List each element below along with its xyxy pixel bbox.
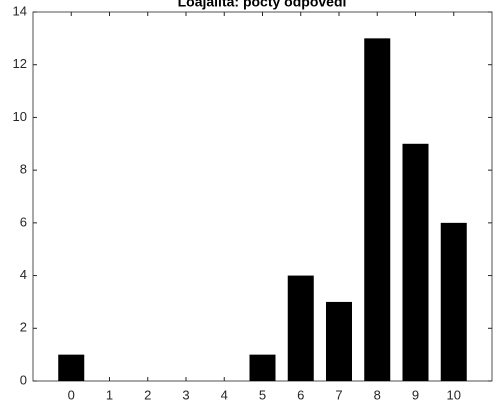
y-tick-label: 0 — [20, 372, 27, 387]
x-tick-label: 10 — [447, 387, 461, 402]
x-tick-label: 0 — [68, 387, 75, 402]
y-tick-label: 12 — [13, 56, 27, 71]
x-tick-label: 2 — [144, 387, 151, 402]
bar — [58, 354, 85, 381]
x-tick-label: 9 — [412, 387, 419, 402]
x-tick-label: 7 — [335, 387, 342, 402]
x-tick-label: 5 — [259, 387, 266, 402]
bar — [402, 143, 429, 381]
bar — [249, 354, 276, 381]
bar — [440, 222, 467, 381]
bar — [364, 38, 391, 381]
x-tick-label: 4 — [221, 387, 228, 402]
y-tick-label: 6 — [20, 214, 27, 229]
y-tick-label: 14 — [13, 3, 27, 18]
x-tick-label: 6 — [297, 387, 304, 402]
bar — [325, 301, 353, 381]
x-tick-label: 3 — [182, 387, 189, 402]
y-tick-label: 2 — [20, 320, 27, 335]
y-tick-label: 8 — [20, 162, 27, 177]
y-tick-label: 4 — [20, 267, 27, 282]
bar — [287, 275, 314, 381]
x-tick-label: 8 — [374, 387, 381, 402]
x-tick-label: 1 — [106, 387, 113, 402]
y-tick-label: 10 — [13, 109, 27, 124]
chart-title: Loajalita: počty odpovědí — [178, 0, 348, 10]
